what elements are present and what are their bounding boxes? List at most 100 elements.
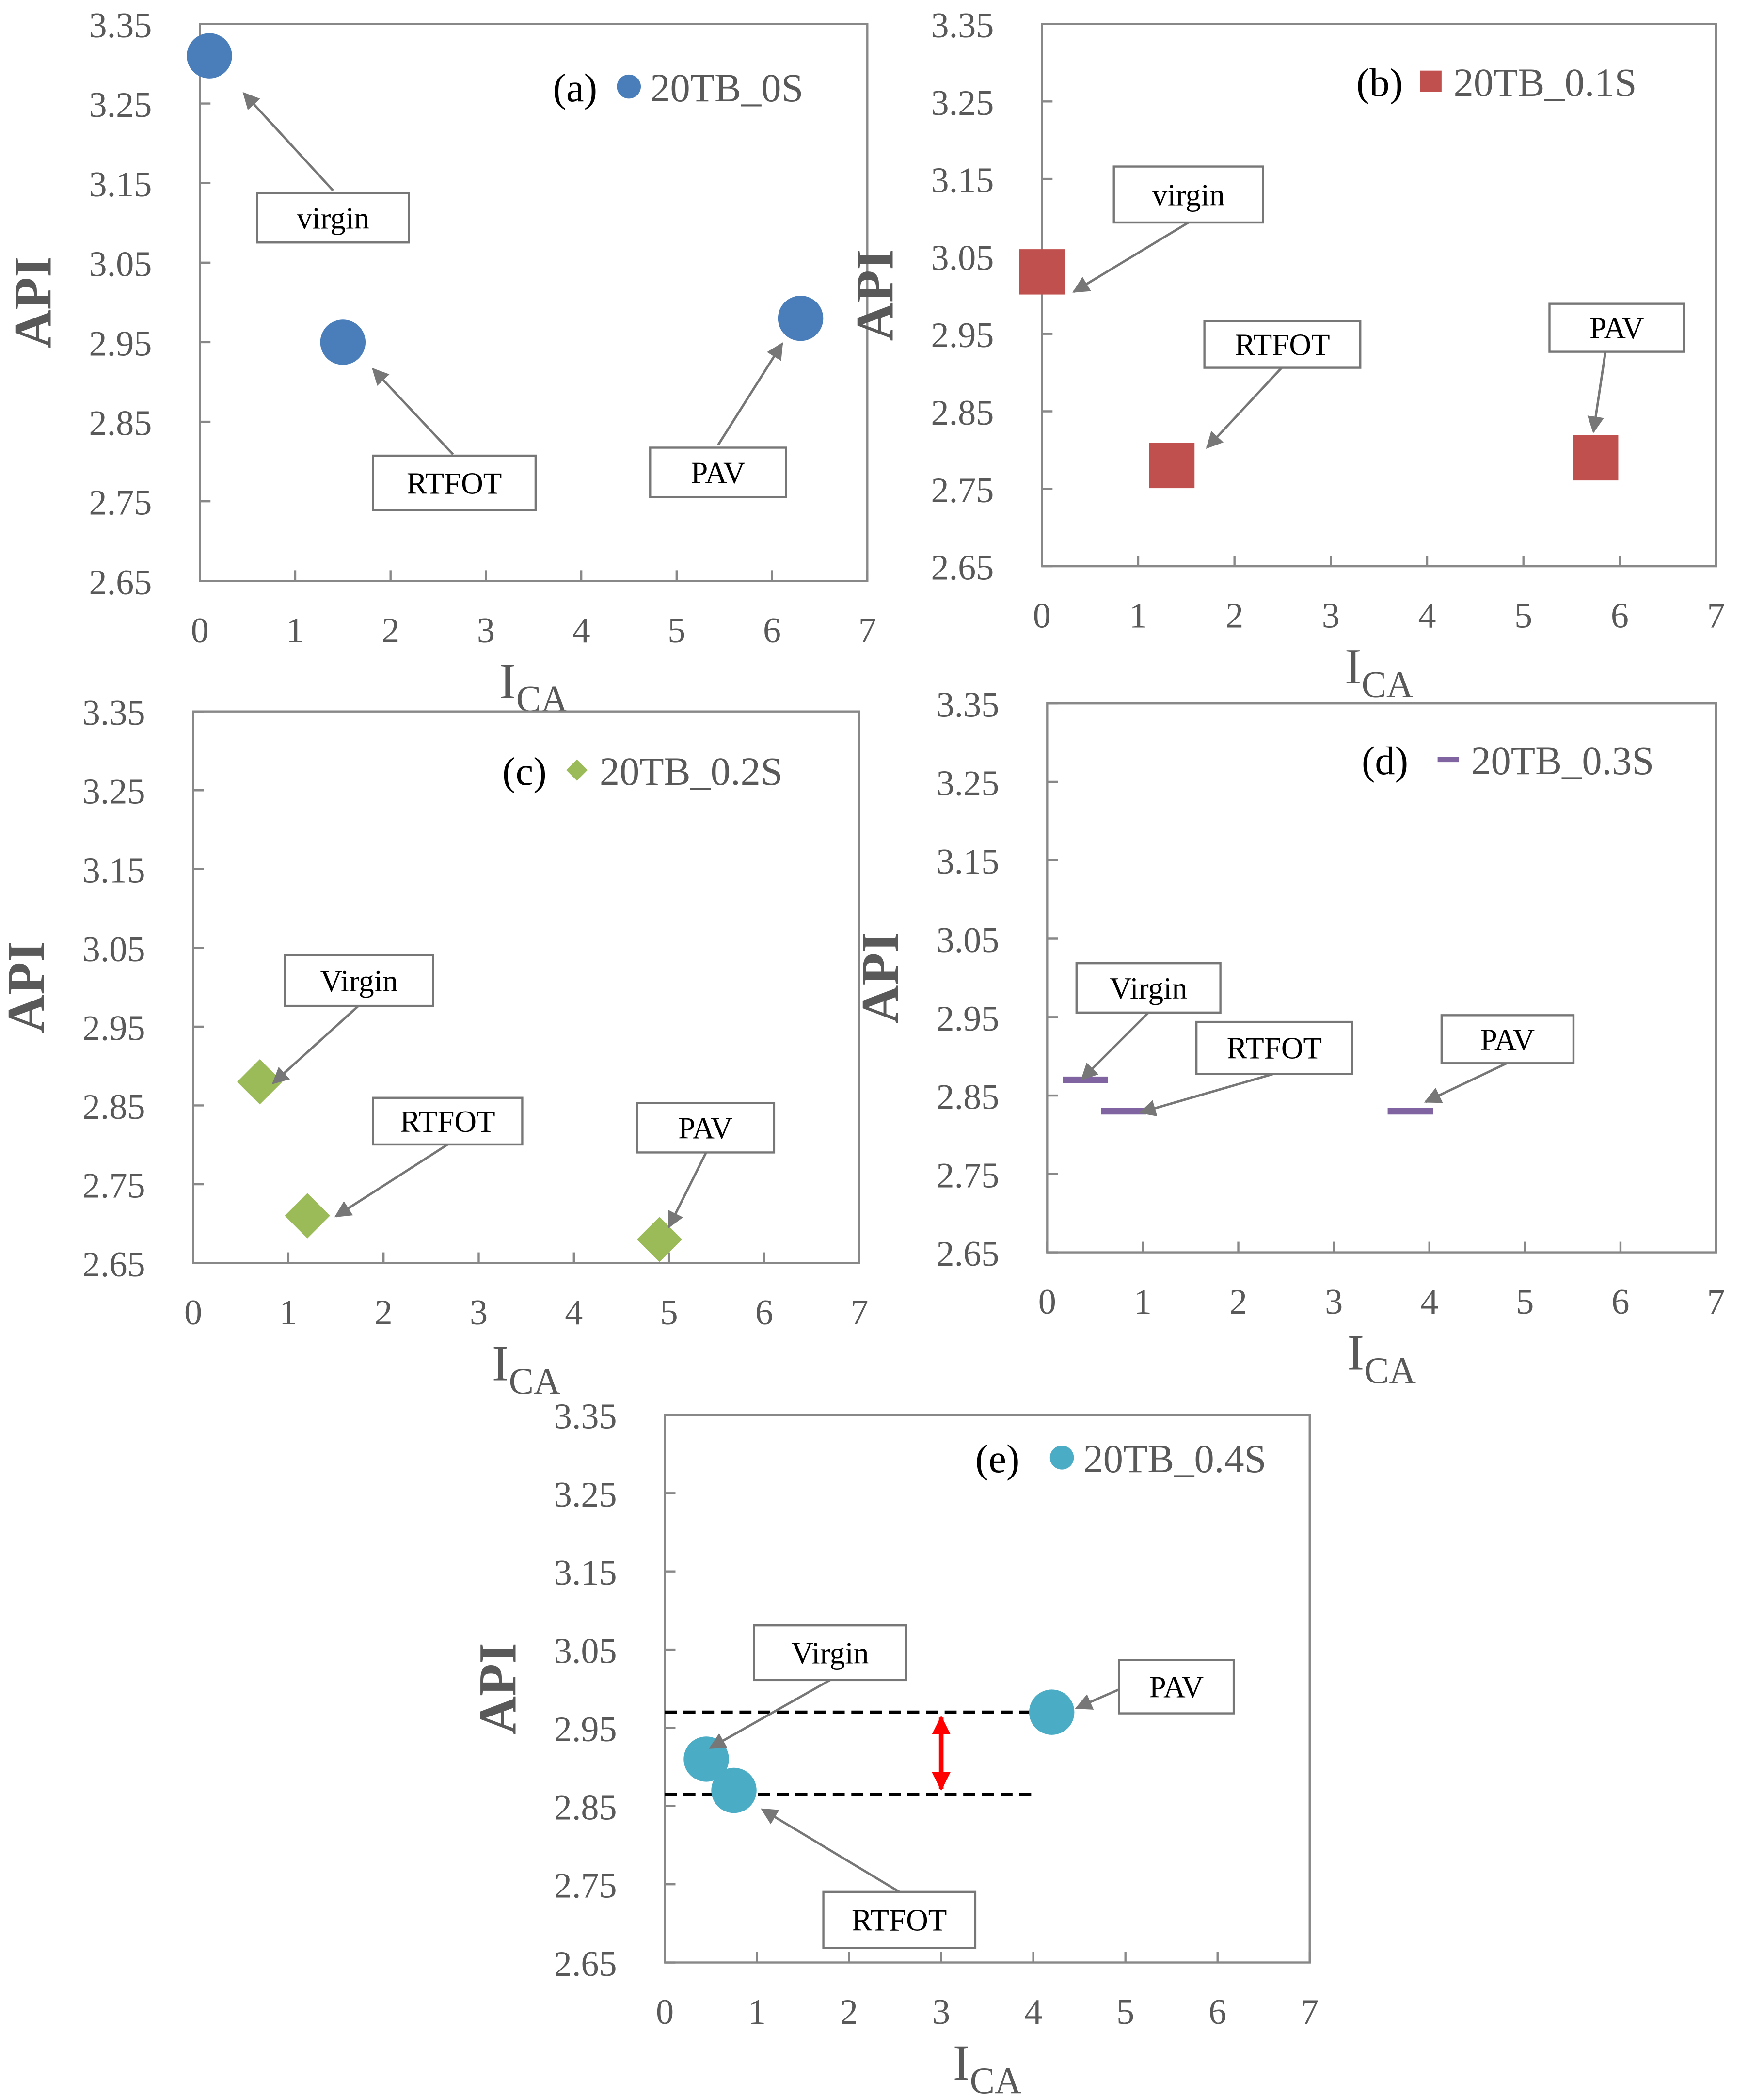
data-point-rtfot (711, 1767, 757, 1813)
plot-area (199, 23, 869, 582)
y-tick-label: 2.65 (931, 548, 994, 588)
x-axis-label-subscript: CA (516, 678, 568, 720)
x-tick-label: 7 (1707, 1282, 1725, 1322)
y-tick-label: 3.15 (554, 1553, 617, 1593)
chart-panel-a: 0 1 2 3 4 5 6 7 2.65 2.75 2.85 2.95 3.05 3.15 3.25 3.35… (3, 6, 876, 720)
y-tick-label: 3.25 (89, 85, 152, 125)
x-tick-label: 7 (1301, 1992, 1319, 2032)
legend-series-name: 20TB_0.3S (1471, 739, 1654, 783)
callout-arrow (667, 1152, 707, 1229)
y-tick-label: 3.35 (931, 6, 994, 46)
x-tick-label: 1 (1129, 596, 1147, 636)
callout-label: PAV (1480, 1023, 1535, 1057)
y-tick-label: 3.05 (931, 238, 994, 278)
x-tick-label: 5 (1516, 1282, 1534, 1322)
callout-arrow (1081, 1012, 1149, 1080)
callout-box (636, 1102, 776, 1154)
x-tick-label: 7 (850, 1293, 868, 1333)
y-tick-label: 2.65 (554, 1944, 617, 1984)
panel-label: (a) (553, 66, 598, 110)
plot-area (192, 710, 860, 1264)
chart-panel-d: 0 1 2 3 4 5 6 7 2.65 2.75 2.85 2.95 3.05 3.15 3.25 3.35… (850, 685, 1725, 1391)
data-point-pav (636, 1217, 683, 1262)
x-tick-label: 2 (1229, 1282, 1247, 1322)
y-tick-label: 2.95 (937, 999, 1000, 1039)
callout-label: PAV (691, 456, 746, 490)
x-tick-label: 0 (191, 611, 209, 651)
plot-area (1046, 702, 1717, 1254)
x-axis-label: ICA (953, 2034, 1022, 2097)
y-tick-label: 3.25 (931, 83, 994, 123)
x-axis-label: ICA (499, 653, 568, 719)
callout-label: Virgin (1110, 971, 1187, 1005)
x-tick-label: 5 (1116, 1992, 1134, 2032)
x-tick-label: 1 (748, 1992, 766, 2032)
data-point-virgin (237, 1059, 283, 1105)
callout-box (1203, 320, 1362, 369)
callout-label: RTFOT (407, 466, 502, 500)
y-tick-label: 2.65 (89, 563, 152, 603)
x-tick-label: 7 (1707, 596, 1725, 636)
y-tick-label: 2.95 (931, 316, 994, 355)
callout-arrow (1206, 366, 1283, 449)
y-tick-label: 2.75 (937, 1156, 1000, 1195)
x-axis-label: ICA (492, 1335, 561, 1401)
y-tick-label: 2.95 (82, 1008, 145, 1048)
callout-box (649, 446, 787, 498)
x-tick-label: 0 (1033, 596, 1051, 636)
x-tick-label: 0 (656, 1992, 674, 2032)
y-tick-label: 3.05 (937, 921, 1000, 960)
legend-marker (1420, 70, 1442, 92)
y-tick-label: 2.85 (82, 1087, 145, 1127)
x-tick-label: 5 (1514, 596, 1532, 636)
callout-label: RTFOT (852, 1904, 947, 1938)
y-tick-label: 3.35 (554, 1397, 617, 1436)
callout-box (372, 454, 537, 511)
x-tick-label: 2 (1225, 596, 1243, 636)
x-tick-label: 1 (279, 1293, 297, 1333)
callout-arrow (761, 1808, 900, 1893)
callout-arrow (708, 1679, 831, 1749)
callout-label: PAV (678, 1112, 733, 1145)
data-point-rtfot (285, 1193, 330, 1239)
y-axis-label: API (3, 256, 62, 348)
x-tick-label: 0 (1038, 1282, 1056, 1322)
callout-arrow (372, 367, 454, 455)
y-axis-label: API (845, 249, 904, 341)
x-tick-label: 5 (667, 611, 685, 651)
legend-series-name: 20TB_0.1S (1454, 61, 1637, 105)
y-axis-label: API (0, 941, 56, 1033)
callout-label: virgin (1152, 178, 1225, 212)
y-tick-label: 2.85 (89, 404, 152, 444)
x-tick-label: 4 (1024, 1992, 1042, 2032)
callout-label: RTFOT (1227, 1032, 1322, 1065)
x-tick-label: 7 (858, 611, 876, 651)
x-tick-label: 6 (1208, 1992, 1226, 2032)
panel-label: (c) (502, 749, 547, 794)
x-tick-label: 3 (932, 1992, 950, 2032)
y-tick-label: 3.15 (931, 161, 994, 201)
x-tick-label: 4 (565, 1293, 583, 1333)
x-tick-label: 6 (1611, 1282, 1629, 1322)
legend-marker (617, 74, 641, 99)
x-tick-label: 1 (286, 611, 304, 651)
x-tick-label: 2 (381, 611, 399, 651)
legend-series-name: 20TB_0.2S (600, 749, 783, 794)
y-axis-label: API (850, 932, 909, 1024)
y-tick-label: 3.15 (82, 851, 145, 890)
x-tick-label: 4 (1418, 596, 1436, 636)
legend-series-name: 20TB_0S (650, 66, 803, 110)
legend-marker (1049, 1446, 1074, 1470)
callout-label: virgin (297, 201, 369, 235)
callout-box (372, 1096, 524, 1146)
callout-label: PAV (1589, 311, 1644, 345)
x-tick-label: 3 (477, 611, 495, 651)
callout-box (1112, 165, 1264, 224)
x-tick-label: 3 (1322, 596, 1340, 636)
y-tick-label: 2.85 (554, 1788, 617, 1827)
x-tick-label: 5 (660, 1293, 678, 1333)
legend-series-name: 20TB_0.4S (1083, 1437, 1267, 1481)
y-tick-label: 3.15 (937, 842, 1000, 882)
y-tick-label: 2.75 (89, 483, 152, 523)
